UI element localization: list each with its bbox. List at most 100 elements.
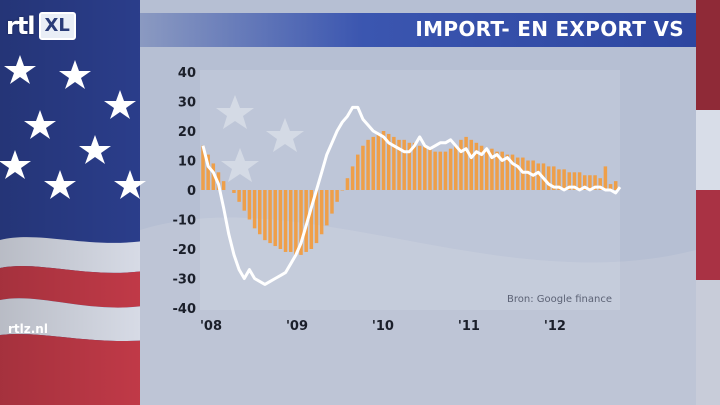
bar: [603, 166, 608, 190]
bar: [510, 154, 515, 190]
bar: [567, 172, 572, 190]
bar: [252, 190, 257, 229]
bar: [283, 190, 288, 252]
bar: [397, 139, 401, 190]
bar: [392, 136, 396, 190]
bar: [500, 151, 504, 190]
bar: [232, 190, 236, 193]
bar: [268, 190, 272, 244]
bar: [257, 190, 262, 235]
bar: [438, 151, 443, 190]
bar: [546, 166, 551, 190]
flag-stars: [0, 55, 146, 199]
bar: [608, 184, 613, 190]
bar: [247, 190, 252, 220]
bar: [469, 139, 474, 190]
y-tick-label: 0: [187, 184, 196, 199]
y-tick-label: 30: [178, 96, 196, 111]
bar: [273, 190, 277, 247]
bar: [340, 190, 345, 191]
bar: [201, 145, 205, 190]
bar: [443, 151, 448, 190]
bar: [577, 172, 582, 190]
x-tick-label: '08: [200, 319, 222, 334]
bar: [350, 166, 355, 190]
bar: [402, 139, 406, 190]
bar: [376, 133, 381, 190]
bar: [237, 190, 241, 202]
bar: [598, 178, 602, 190]
bar: [361, 145, 365, 190]
bar: [356, 154, 360, 190]
y-tick-label: -20: [173, 243, 197, 258]
bar: [454, 145, 458, 190]
x-tick-label: '11: [458, 319, 480, 334]
rtl-logo: rtl XL: [6, 8, 76, 44]
bar: [588, 175, 592, 190]
y-axis: 40 30 20 10 0 -10 -20 -30 -40: [173, 66, 197, 317]
bar: [221, 181, 226, 190]
bar: [562, 169, 566, 190]
bar: [433, 151, 437, 190]
bar: [490, 148, 494, 190]
bar: [448, 148, 453, 190]
bar: [366, 139, 370, 190]
logo-rtl-text: rtl: [6, 12, 36, 40]
bar: [479, 145, 484, 190]
bar: [309, 190, 314, 249]
bar: [536, 163, 541, 190]
bar: [345, 178, 350, 190]
x-tick-label: '09: [286, 319, 308, 334]
bar: [278, 190, 283, 249]
bar: [526, 160, 530, 190]
bar: [335, 190, 339, 202]
x-tick-label: '12: [544, 319, 566, 334]
website-label: rtlz.nl: [8, 322, 48, 336]
bar: [423, 145, 427, 190]
bar: [572, 172, 577, 190]
bar: [484, 148, 489, 190]
bar: [294, 190, 298, 255]
bar: [371, 136, 375, 190]
bar: [299, 190, 303, 255]
bar: [381, 131, 386, 190]
x-axis: '08 '09 '10 '11 '12: [200, 319, 566, 334]
bar: [505, 154, 510, 190]
y-tick-label: -10: [173, 214, 197, 229]
bar: [263, 190, 267, 241]
y-tick-label: 20: [178, 125, 196, 140]
bar: [407, 142, 412, 190]
bar: [464, 136, 468, 190]
bar: [319, 190, 324, 235]
bar: [557, 169, 561, 190]
title-bar: IMPORT- EN EXPORT VS: [140, 13, 696, 47]
bar: [325, 190, 329, 226]
y-tick-label: 40: [178, 66, 196, 81]
bar: [515, 157, 520, 190]
y-tick-label: 10: [178, 155, 196, 170]
bar: [288, 190, 293, 252]
bar: [428, 148, 432, 190]
bar: [314, 190, 319, 244]
logo-xl-badge: XL: [38, 12, 76, 40]
bar: [552, 166, 556, 190]
line-series: [201, 105, 622, 286]
x-tick-label: '10: [372, 319, 394, 334]
bar: [593, 175, 597, 190]
y-tick-label: -30: [173, 273, 197, 288]
bar-series: [201, 131, 618, 255]
bar: [242, 190, 247, 211]
bar: [386, 133, 391, 190]
bar: [412, 142, 417, 190]
y-tick-label: -40: [173, 302, 197, 317]
bar: [206, 154, 210, 190]
bar: [211, 163, 216, 190]
source-label: Bron: Google finance: [507, 294, 612, 305]
bar: [495, 151, 499, 190]
bar: [330, 190, 334, 214]
chart-title: IMPORT- EN EXPORT VS: [415, 17, 684, 41]
bar: [459, 139, 463, 190]
bar: [474, 142, 479, 190]
bar: [582, 175, 587, 190]
